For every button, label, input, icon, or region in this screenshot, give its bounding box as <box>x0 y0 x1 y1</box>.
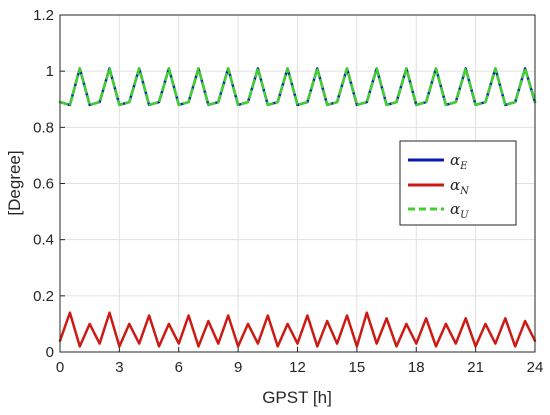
x-tick-label: 15 <box>349 359 366 376</box>
y-tick-label: 0.8 <box>33 119 54 136</box>
y-tick-label: 0.2 <box>33 288 54 305</box>
legend-box <box>399 140 517 226</box>
legend-label-u: αU <box>450 200 469 221</box>
x-tick-label: 18 <box>408 359 425 376</box>
x-axis-title: GPST [h] <box>262 388 332 407</box>
legend-label-u-main: α <box>450 200 460 218</box>
x-tick-label: 6 <box>175 359 183 376</box>
y-tick-label: 0.4 <box>33 232 54 249</box>
legend: αE αN αU <box>399 140 517 226</box>
series-line-u <box>58 67 537 107</box>
x-tick-label: 21 <box>467 359 484 376</box>
series-line-n <box>58 311 537 348</box>
y-tick-label: 0 <box>46 344 54 361</box>
y-tick-label: 1 <box>46 63 54 80</box>
legend-label-e: αE <box>450 151 468 172</box>
x-tick-label: 12 <box>289 359 306 376</box>
tick-layer: 0 3 6 9 12 15 18 21 24 0 0.2 0.4 0.6 0.8 1 1.2 <box>33 7 543 376</box>
x-tick-label: 3 <box>115 359 123 376</box>
legend-label-u-sub: U <box>460 210 469 221</box>
legend-label-n-main: α <box>450 176 460 194</box>
legend-label-e-main: α <box>450 151 460 169</box>
legend-label-e-sub: E <box>459 161 468 172</box>
y-axis-title: [Degree] <box>5 150 24 215</box>
series-layer <box>58 67 537 348</box>
x-tick-label: 24 <box>527 359 544 376</box>
y-tick-label: 1.2 <box>33 7 54 24</box>
y-tick-label: 0.6 <box>33 176 54 193</box>
legend-label-n: αN <box>450 176 470 197</box>
x-tick-label: 0 <box>56 359 64 376</box>
legend-label-n-sub: N <box>459 186 470 197</box>
x-tick-label: 9 <box>234 359 242 376</box>
